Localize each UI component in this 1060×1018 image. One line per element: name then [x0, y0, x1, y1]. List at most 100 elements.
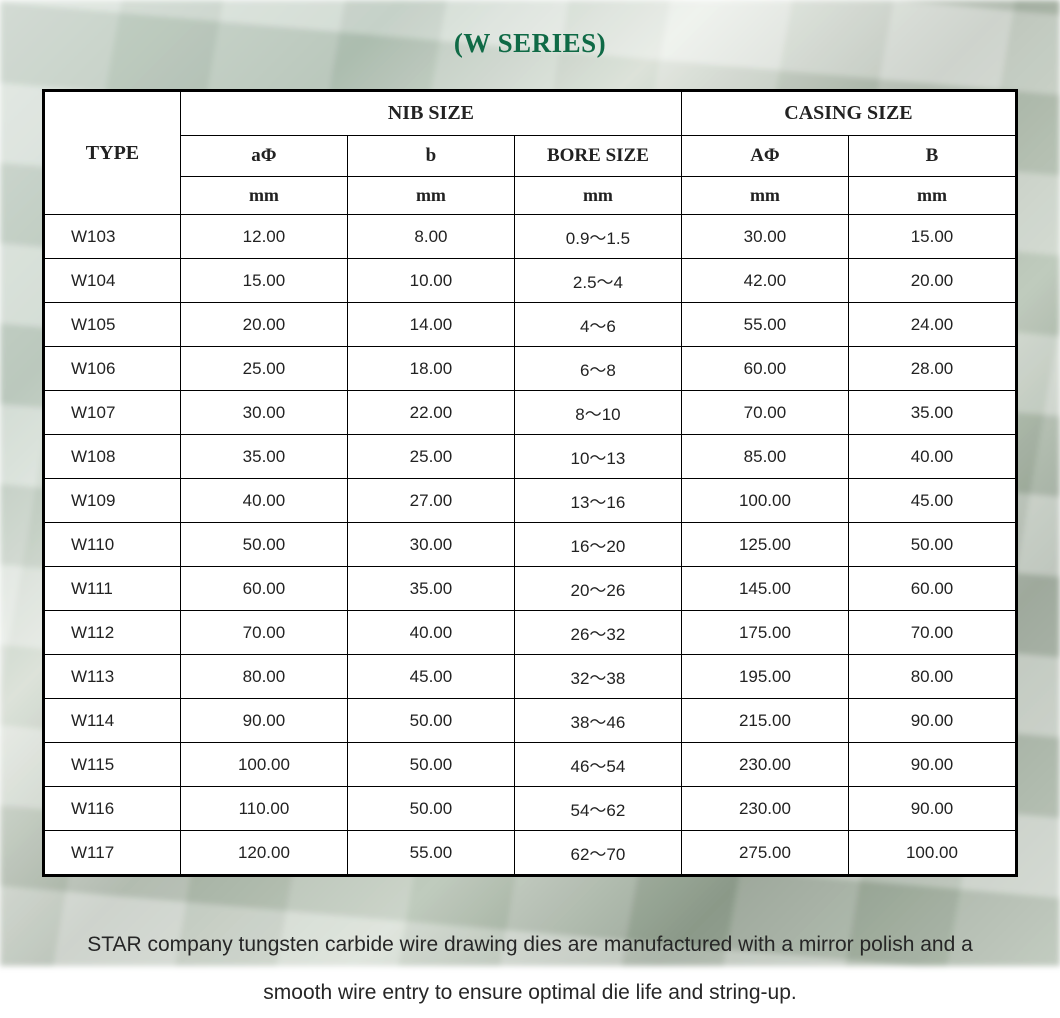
cell-b: 27.00 — [347, 479, 514, 523]
table-row: W10730.0022.008～1070.0035.00 — [45, 391, 1016, 435]
cell-B: 90.00 — [848, 743, 1015, 787]
table-row: W11050.0030.0016～20125.0050.00 — [45, 523, 1016, 567]
cell-B: 35.00 — [848, 391, 1015, 435]
cell-B: 40.00 — [848, 435, 1015, 479]
cell-type: W106 — [45, 347, 181, 391]
cell-B: 70.00 — [848, 611, 1015, 655]
table-row: W10312.008.000.9～1.530.0015.00 — [45, 215, 1016, 259]
cell-a: 20.00 — [180, 303, 347, 347]
cell-type: W117 — [45, 831, 181, 875]
cell-A: 195.00 — [681, 655, 848, 699]
cell-bore: 6～8 — [514, 347, 681, 391]
header-A-phi: AΦ — [681, 136, 848, 177]
header-B: B — [848, 136, 1015, 177]
cell-a: 90.00 — [180, 699, 347, 743]
cell-bore: 16～20 — [514, 523, 681, 567]
cell-a: 120.00 — [180, 831, 347, 875]
cell-b: 8.00 — [347, 215, 514, 259]
cell-B: 24.00 — [848, 303, 1015, 347]
footer-description: STAR company tungsten carbide wire drawi… — [80, 921, 980, 1018]
cell-A: 215.00 — [681, 699, 848, 743]
cell-b: 10.00 — [347, 259, 514, 303]
page-title: (W SERIES) — [0, 28, 1060, 59]
cell-type: W115 — [45, 743, 181, 787]
header-b: b — [347, 136, 514, 177]
cell-a: 70.00 — [180, 611, 347, 655]
table-row: W11270.0040.0026～32175.0070.00 — [45, 611, 1016, 655]
header-bore: BORE SIZE — [514, 136, 681, 177]
cell-type: W108 — [45, 435, 181, 479]
cell-b: 40.00 — [347, 611, 514, 655]
table-row: W11160.0035.0020～26145.0060.00 — [45, 567, 1016, 611]
cell-a: 12.00 — [180, 215, 347, 259]
cell-B: 90.00 — [848, 787, 1015, 831]
table-row: W11380.0045.0032～38195.0080.00 — [45, 655, 1016, 699]
table-row: W10415.0010.002.5～442.0020.00 — [45, 259, 1016, 303]
cell-B: 50.00 — [848, 523, 1015, 567]
cell-type: W113 — [45, 655, 181, 699]
cell-a: 100.00 — [180, 743, 347, 787]
cell-b: 50.00 — [347, 787, 514, 831]
cell-bore: 10～13 — [514, 435, 681, 479]
cell-A: 60.00 — [681, 347, 848, 391]
cell-b: 22.00 — [347, 391, 514, 435]
table-row: W11490.0050.0038～46215.0090.00 — [45, 699, 1016, 743]
cell-type: W109 — [45, 479, 181, 523]
cell-bore: 13～16 — [514, 479, 681, 523]
unit-A: mm — [681, 177, 848, 215]
cell-type: W103 — [45, 215, 181, 259]
cell-bore: 4～6 — [514, 303, 681, 347]
cell-B: 20.00 — [848, 259, 1015, 303]
cell-b: 50.00 — [347, 743, 514, 787]
cell-a: 35.00 — [180, 435, 347, 479]
cell-bore: 26～32 — [514, 611, 681, 655]
cell-a: 60.00 — [180, 567, 347, 611]
cell-type: W104 — [45, 259, 181, 303]
header-type: TYPE — [45, 92, 181, 215]
header-a-phi: aΦ — [180, 136, 347, 177]
cell-B: 80.00 — [848, 655, 1015, 699]
cell-bore: 46～54 — [514, 743, 681, 787]
cell-type: W105 — [45, 303, 181, 347]
cell-bore: 0.9～1.5 — [514, 215, 681, 259]
cell-A: 85.00 — [681, 435, 848, 479]
cell-type: W116 — [45, 787, 181, 831]
cell-a: 110.00 — [180, 787, 347, 831]
cell-type: W112 — [45, 611, 181, 655]
cell-A: 55.00 — [681, 303, 848, 347]
cell-type: W111 — [45, 567, 181, 611]
cell-bore: 38～46 — [514, 699, 681, 743]
table-row: W10520.0014.004～655.0024.00 — [45, 303, 1016, 347]
cell-b: 35.00 — [347, 567, 514, 611]
cell-b: 55.00 — [347, 831, 514, 875]
cell-a: 15.00 — [180, 259, 347, 303]
cell-bore: 32～38 — [514, 655, 681, 699]
cell-b: 45.00 — [347, 655, 514, 699]
cell-a: 50.00 — [180, 523, 347, 567]
table-row: W10835.0025.0010～1385.0040.00 — [45, 435, 1016, 479]
cell-B: 15.00 — [848, 215, 1015, 259]
header-nib-group: NIB SIZE — [180, 92, 681, 136]
unit-B: mm — [848, 177, 1015, 215]
cell-a: 40.00 — [180, 479, 347, 523]
cell-bore: 2.5～4 — [514, 259, 681, 303]
cell-b: 50.00 — [347, 699, 514, 743]
cell-B: 90.00 — [848, 699, 1015, 743]
cell-a: 80.00 — [180, 655, 347, 699]
cell-type: W114 — [45, 699, 181, 743]
cell-bore: 20～26 — [514, 567, 681, 611]
cell-A: 70.00 — [681, 391, 848, 435]
table-row: W10940.0027.0013～16100.0045.00 — [45, 479, 1016, 523]
cell-bore: 62～70 — [514, 831, 681, 875]
cell-bore: 8～10 — [514, 391, 681, 435]
cell-b: 18.00 — [347, 347, 514, 391]
page-container: (W SERIES) TYPE NIB SIZE CASING SIZE aΦ … — [0, 0, 1060, 966]
table-header: TYPE NIB SIZE CASING SIZE aΦ b BORE SIZE… — [45, 92, 1016, 215]
cell-A: 30.00 — [681, 215, 848, 259]
cell-A: 175.00 — [681, 611, 848, 655]
cell-A: 275.00 — [681, 831, 848, 875]
unit-b: mm — [347, 177, 514, 215]
cell-a: 30.00 — [180, 391, 347, 435]
cell-B: 28.00 — [848, 347, 1015, 391]
table-row: W10625.0018.006～860.0028.00 — [45, 347, 1016, 391]
